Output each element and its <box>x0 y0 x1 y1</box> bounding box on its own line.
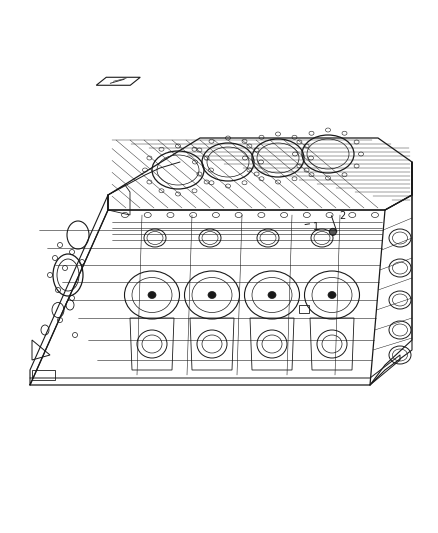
Text: 1: 1 <box>313 222 319 231</box>
Ellipse shape <box>208 292 216 298</box>
Ellipse shape <box>148 292 156 298</box>
Ellipse shape <box>328 292 336 298</box>
Text: 2: 2 <box>339 211 346 221</box>
Ellipse shape <box>329 228 336 236</box>
Ellipse shape <box>268 292 276 298</box>
